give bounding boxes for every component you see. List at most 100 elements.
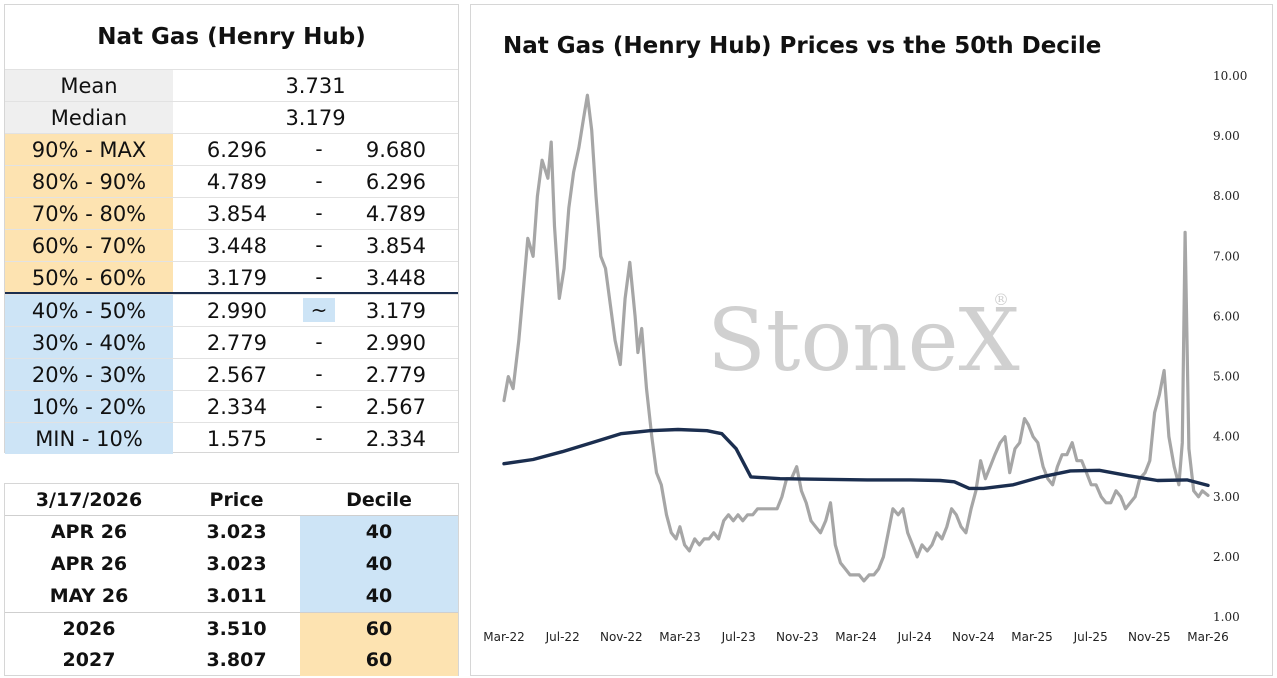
decile-low: 2.990 [206, 299, 267, 323]
contract-decile: 60 [300, 644, 458, 676]
y-tick-label: 5.00 [1213, 370, 1240, 384]
decile-header: Decile [346, 489, 412, 511]
quote-date: 3/17/2026 [35, 489, 143, 511]
decile-separator: - [315, 265, 323, 289]
decile-row: 30% - 40% 2.779 - 2.990 [5, 326, 458, 358]
quote-row: 2026 3.510 60 [5, 612, 458, 645]
decile-range-label: 60% - 70% [5, 230, 173, 261]
x-tick-label: Mar-24 [835, 630, 876, 644]
contract-decile: 40 [300, 580, 458, 612]
decile-low: 3.854 [206, 202, 267, 226]
decile-low: 2.567 [206, 363, 267, 387]
contract-name: APR 26 [50, 553, 128, 575]
decile-range-label: 30% - 40% [5, 327, 173, 358]
decile-high: 2.990 [365, 331, 426, 355]
decile-row: 60% - 70% 3.448 - 3.854 [5, 229, 458, 261]
median-label: Median [5, 102, 173, 133]
quote-row: APR 26 3.023 40 [5, 548, 458, 580]
decile-separator: - [315, 394, 323, 418]
decile-row: MIN - 10% 1.575 - 2.334 [5, 422, 458, 454]
quote-row: 2027 3.807 60 [5, 644, 458, 676]
decile-high: 3.448 [365, 266, 426, 290]
contract-name: APR 26 [50, 521, 128, 543]
decile-low: 2.334 [206, 395, 267, 419]
y-tick-label: 1.00 [1213, 610, 1240, 624]
x-axis: Mar-22 Jul-22 Nov-22 Mar-23 Jul-23 Nov-23 Mar-… [483, 630, 1228, 644]
decile-row: 20% - 30% 2.567 - 2.779 [5, 358, 458, 390]
x-tick-label: Nov-22 [600, 630, 643, 644]
y-tick-label: 3.00 [1213, 490, 1240, 504]
median-row: Median 3.179 [5, 101, 458, 133]
decile-separator: - [315, 169, 323, 193]
decile-range-label: 90% - MAX [5, 134, 173, 165]
decile-high: 3.179 [365, 299, 426, 323]
x-tick-label: Jul-25 [1073, 630, 1108, 644]
quote-header-row: 3/17/2026 Price Decile [5, 484, 458, 516]
stonex-watermark: StoneX [707, 291, 1020, 391]
decile-high: 2.567 [365, 395, 426, 419]
decile-low: 1.575 [206, 427, 267, 451]
decile-separator: - [315, 201, 323, 225]
contract-price: 3.807 [206, 649, 267, 671]
decile-low: 6.296 [206, 138, 267, 162]
decile-low: 2.779 [206, 331, 267, 355]
x-tick-label: Jul-22 [545, 630, 580, 644]
mean-row: Mean 3.731 [5, 69, 458, 101]
median-value: 3.179 [285, 106, 346, 130]
decile-low: 3.448 [206, 234, 267, 258]
decile-separator: - [315, 362, 323, 386]
decile-low: 4.789 [206, 170, 267, 194]
quote-row: MAY 26 3.011 40 [5, 580, 458, 612]
x-tick-label: Mar-22 [483, 630, 524, 644]
y-tick-label: 4.00 [1213, 430, 1240, 444]
decile-range-label: 50% - 60% [5, 262, 173, 293]
contract-name: MAY 26 [49, 585, 129, 607]
contract-price: 3.011 [206, 585, 267, 607]
decile-separator: - [315, 426, 323, 450]
y-tick-label: 7.00 [1213, 249, 1240, 263]
y-tick-label: 9.00 [1213, 129, 1240, 143]
decile-row: 40% - 50% 2.990 ~ 3.179 [5, 294, 458, 326]
decile-range-label: MIN - 10% [5, 423, 173, 454]
decile-row: 70% - 80% 3.854 - 4.789 [5, 197, 458, 229]
x-tick-label: Nov-23 [776, 630, 819, 644]
x-tick-label: Mar-26 [1187, 630, 1228, 644]
decile-high: 2.334 [365, 427, 426, 451]
quote-table: 3/17/2026 Price Decile APR 26 3.023 40 A… [4, 483, 459, 676]
contract-name: 2027 [62, 649, 116, 671]
contract-price: 3.510 [206, 618, 267, 640]
decile-range-label: 20% - 30% [5, 359, 173, 390]
x-tick-label: Mar-23 [659, 630, 700, 644]
mean-value: 3.731 [285, 74, 346, 98]
decile-separator: - [315, 330, 323, 354]
price-header: Price [209, 489, 264, 511]
current-decile-marker: ~ [303, 298, 335, 322]
mean-label: Mean [5, 70, 173, 101]
contract-price: 3.023 [206, 521, 267, 543]
registered-mark-icon: ® [993, 290, 1009, 309]
decile-range-label: 40% - 50% [5, 295, 173, 326]
x-tick-label: Nov-24 [952, 630, 995, 644]
price-chart: StoneX ® 1.00 2.00 3.00 4.00 5.00 6.00 7.00 8.0… [483, 69, 1247, 644]
series-lines [502, 93, 1210, 583]
decile-separator: - [315, 233, 323, 257]
contract-price: 3.023 [206, 553, 267, 575]
y-axis: 1.00 2.00 3.00 4.00 5.00 6.00 7.00 8.00 9.00 10.0… [1213, 69, 1247, 624]
decile-high: 9.680 [365, 138, 426, 162]
x-tick-label: Nov-25 [1128, 630, 1171, 644]
x-tick-label: Mar-25 [1011, 630, 1052, 644]
decile-50th-series-line [502, 427, 1210, 491]
decile-range-label: 10% - 20% [5, 391, 173, 422]
decile-high: 6.296 [365, 170, 426, 194]
decile-high: 3.854 [365, 234, 426, 258]
decile-low: 3.179 [206, 266, 267, 290]
contract-decile: 60 [300, 613, 458, 645]
y-tick-label: 10.00 [1213, 69, 1247, 83]
contract-decile: 40 [300, 548, 458, 580]
y-tick-label: 2.00 [1213, 550, 1240, 564]
chart-title: Nat Gas (Henry Hub) Prices vs the 50th D… [503, 33, 1102, 59]
quote-row: APR 26 3.023 40 [5, 516, 458, 548]
decile-row: 90% - MAX 6.296 - 9.680 [5, 133, 458, 165]
decile-row: 50% - 60% 3.179 - 3.448 [5, 261, 458, 293]
decile-high: 4.789 [365, 202, 426, 226]
